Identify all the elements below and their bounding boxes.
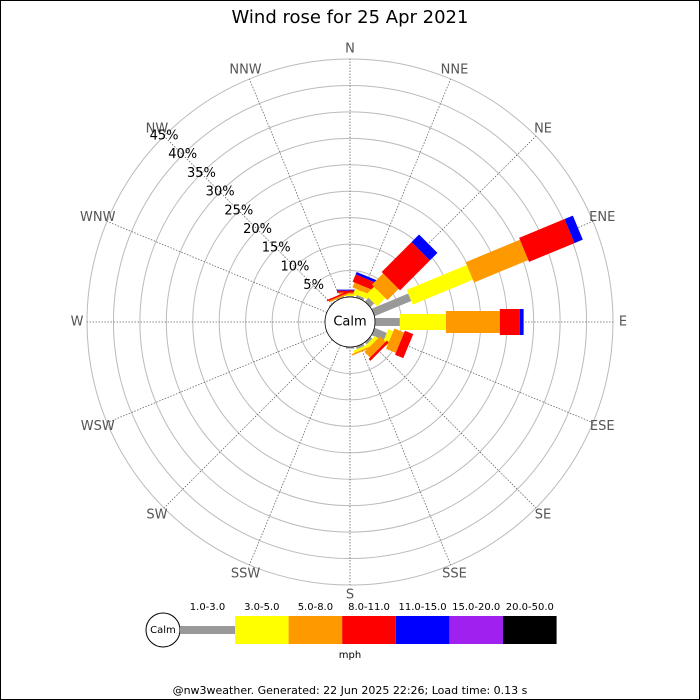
bar-segment — [365, 286, 386, 307]
bar-segment — [371, 327, 387, 341]
direction-label: NE — [534, 121, 552, 136]
spoke — [163, 135, 333, 305]
chart-title: Wind rose for 25 Apr 2021 — [232, 7, 469, 28]
bar-segment — [346, 347, 354, 349]
legend-label: 1.0-3.0 — [190, 602, 225, 613]
bar-segment — [375, 318, 400, 326]
spoke — [248, 78, 341, 300]
bar-segment — [329, 292, 351, 303]
legend-label: 5.0-8.0 — [298, 602, 333, 613]
bar-segment — [385, 328, 405, 353]
bar-segment — [399, 314, 446, 330]
direction-label: SE — [535, 508, 551, 523]
direction-label: WSW — [81, 419, 115, 434]
bar-segment — [355, 294, 365, 301]
r-tick-label: 5% — [303, 278, 324, 293]
spoke — [106, 220, 328, 313]
direction-label: NW — [146, 121, 169, 136]
grid-ring — [112, 84, 588, 560]
r-tick-label: 35% — [187, 166, 216, 181]
bar-segment — [352, 274, 380, 292]
r-tick-label: 45% — [150, 129, 179, 144]
bar-segment — [336, 296, 345, 301]
legend-label: 11.0-15.0 — [399, 602, 447, 613]
grid-ring — [139, 111, 561, 533]
grid-ring — [165, 137, 535, 507]
bar-segment — [394, 330, 414, 359]
direction-label: WNW — [80, 210, 116, 225]
bar-segment — [564, 215, 583, 244]
spoke — [372, 331, 594, 424]
direction-label: ESE — [590, 419, 615, 434]
legend-swatch — [235, 616, 289, 644]
legend-swatch — [288, 616, 343, 644]
direction-label: SW — [146, 508, 167, 523]
direction-label: ENE — [589, 210, 615, 225]
bar-segment — [411, 234, 438, 261]
spoke — [367, 339, 537, 509]
bar-segment — [371, 293, 412, 317]
bar-segment — [499, 309, 520, 335]
bar-segment — [328, 300, 336, 308]
r-tick-label: 40% — [168, 147, 197, 162]
r-tick-label: 30% — [206, 185, 235, 200]
spoke — [106, 331, 328, 424]
legend-swatch — [342, 616, 396, 644]
bar-segment — [326, 290, 352, 302]
spoke — [248, 344, 341, 566]
bar-segment — [519, 219, 575, 262]
spoke — [163, 339, 333, 509]
bar-segment — [445, 311, 500, 333]
legend-swatch — [503, 616, 557, 644]
footer: @nw3weather. Generated: 22 Jun 2025 22:2… — [173, 684, 528, 697]
bar-segment — [351, 345, 373, 356]
calm-label: Calm — [333, 315, 366, 330]
bar-segment — [465, 239, 529, 283]
spoke — [359, 78, 452, 300]
direction-label: NNE — [441, 62, 469, 77]
direction-label: NNW — [229, 62, 261, 77]
legend-label: 20.0-50.0 — [506, 602, 554, 613]
direction-label: W — [71, 315, 84, 330]
bar-segment — [368, 340, 389, 361]
direction-label: SSW — [231, 567, 261, 582]
r-tick-label: 10% — [280, 259, 309, 274]
spoke — [359, 344, 452, 566]
legend-swatch — [449, 616, 503, 644]
legend-swatch — [395, 616, 450, 644]
r-tick-label: 15% — [262, 241, 291, 256]
legend-calm-label: Calm — [150, 625, 176, 636]
legend-swatch — [180, 626, 235, 634]
r-tick-label: 20% — [243, 222, 272, 237]
bar-segment — [381, 242, 430, 291]
bar-segment — [364, 297, 375, 308]
bar-segment — [371, 273, 399, 301]
bar-segment — [355, 271, 381, 285]
direction-label: E — [619, 315, 627, 330]
legend-label: 8.0-11.0 — [348, 602, 390, 613]
bar-segment — [519, 309, 524, 335]
bar-segment — [355, 343, 365, 350]
bar-segment — [364, 336, 386, 358]
bar-segment — [406, 264, 473, 305]
bar-segment — [353, 344, 369, 354]
calm-circle — [324, 296, 376, 348]
direction-label: N — [345, 42, 355, 57]
unit-label: mph — [339, 650, 361, 661]
direction-label: SSE — [442, 567, 467, 582]
bar-segment — [353, 288, 370, 300]
legend-label: 15.0-20.0 — [452, 602, 500, 613]
direction-label: S — [346, 588, 354, 603]
bar-segment — [364, 336, 373, 345]
r-tick-label: 25% — [224, 203, 253, 218]
legend-label: 3.0-5.0 — [244, 602, 279, 613]
